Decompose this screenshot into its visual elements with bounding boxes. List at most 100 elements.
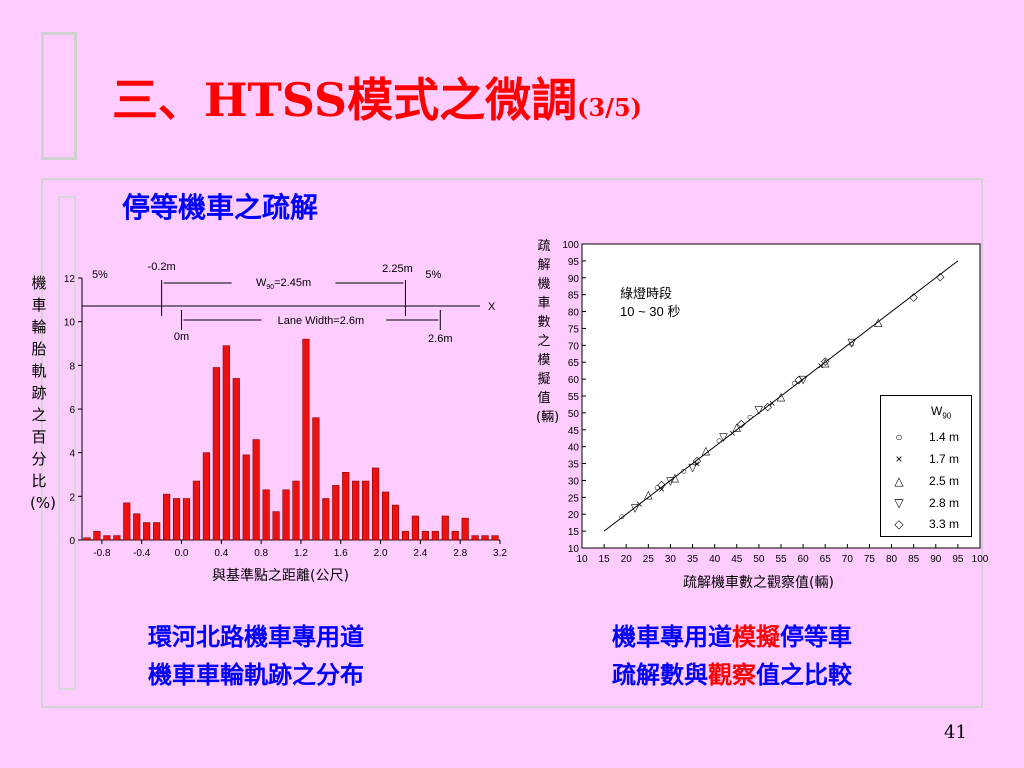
histogram-bar	[83, 537, 91, 541]
scatter-y-tick-label: 95	[568, 257, 580, 268]
histogram-bar	[312, 417, 320, 541]
scatter-y-tick-label: 55	[568, 392, 580, 403]
scatter-y-tick-label: 25	[568, 493, 580, 504]
histogram-lane-end-label: 2.6m	[428, 333, 452, 345]
scatter-x-tick-label: 35	[687, 554, 699, 565]
scatter-y-tick-label: 65	[568, 358, 580, 369]
legend-item: ○ 1.4 m	[889, 430, 969, 450]
scatter-point: △	[821, 357, 830, 369]
scatter-x-tick-label: 15	[599, 554, 611, 565]
histogram-y-tick-label: 8	[69, 361, 75, 372]
scatter-annotation-line2: 10 ~ 30 秒	[620, 304, 681, 319]
scatter-y-tick-label: 45	[568, 426, 580, 437]
scatter-point: ×	[636, 499, 642, 511]
diamond-marker-icon: ◇	[894, 517, 904, 531]
histogram-x-tick-label: 2.4	[413, 548, 427, 559]
legend-label: 2.8 m	[929, 496, 960, 510]
histogram-bar	[232, 378, 240, 541]
scatter-y-tick-label: 85	[568, 291, 580, 302]
scatter-point: ◇	[657, 479, 666, 491]
histogram-bar	[262, 489, 270, 541]
histogram-bar	[441, 515, 449, 541]
histogram-ylabel: 機車輪胎軌跡之百分比(%)	[30, 274, 56, 512]
scatter-x-tick-label: 100	[972, 554, 989, 565]
histogram-bar	[113, 535, 121, 541]
histogram-y-tick-label: 12	[64, 274, 76, 285]
histogram-x-tick-label: 2.0	[374, 548, 388, 559]
scatter-annotation-line1: 綠燈時段	[620, 286, 673, 301]
histogram-bar	[282, 489, 290, 541]
histogram-bar	[182, 498, 191, 541]
scatter-x-tick-label: 60	[798, 554, 810, 565]
scatter-point: △	[777, 391, 786, 403]
histogram-bar	[411, 515, 419, 541]
histogram-bar	[322, 498, 330, 541]
scatter-point: ○	[680, 465, 687, 477]
histogram-bar	[202, 452, 210, 541]
scatter-x-tick-label: 90	[930, 554, 942, 565]
scatter-point: ▽	[688, 462, 697, 474]
title-accent-bar	[41, 32, 77, 160]
scatter-point: ▽	[799, 374, 808, 386]
scatter-y-tick-label: 15	[568, 527, 580, 538]
scatter-y-tick-label: 60	[568, 375, 580, 386]
histogram-bar	[133, 513, 141, 541]
scatter-y-tick-label: 100	[562, 240, 579, 251]
scatter-y-tick-label: 20	[568, 510, 580, 521]
histogram-x-tick-label: 1.2	[294, 548, 308, 559]
histogram-bar	[272, 511, 280, 541]
scatter-x-tick-label: 45	[731, 554, 743, 565]
scatter-point: ◇	[737, 418, 746, 430]
scatter-y-tick-label: 80	[568, 308, 580, 319]
histogram-bar	[153, 522, 161, 541]
legend-item: △ 2.5 m	[889, 474, 969, 494]
scatter-y-tick-label: 10	[568, 544, 580, 555]
histogram-bar	[401, 530, 410, 541]
scatter-x-tick-label: 55	[775, 554, 787, 565]
histogram-y-tick-label: 2	[69, 492, 75, 503]
scatter-x-tick-label: 30	[665, 554, 677, 565]
scatter-point: △	[644, 489, 653, 501]
scatter-point: ▽	[719, 432, 728, 444]
histogram-x-tick-label: 0.4	[214, 548, 228, 559]
histogram-bar	[481, 535, 489, 541]
histogram-x-tick-label: 3.2	[493, 548, 507, 559]
scatter-point: ×	[729, 428, 735, 440]
legend-label: 1.7 m	[929, 452, 960, 466]
scatter-y-tick-label: 30	[568, 476, 580, 487]
scatter-point: ×	[694, 459, 700, 471]
scatter-point: △	[733, 421, 742, 433]
scatter-point: ×	[769, 398, 775, 410]
scatter-y-tick-label: 35	[568, 460, 580, 471]
slide-title: 三、HTSS模式之微調(3/5)	[112, 72, 642, 136]
right-caption-line1: 機車專用道模擬停等車	[612, 622, 852, 651]
scatter-legend: W90 ○ 1.4 m × 1.7 m △ 2.5 m ▽ 2.8 m ◇ 3.3 m	[880, 395, 972, 537]
histogram-bar	[421, 530, 429, 541]
histogram-bar	[163, 493, 171, 541]
histogram-bar	[192, 480, 201, 541]
histogram-bar	[172, 498, 181, 541]
scatter-point: ○	[848, 339, 855, 351]
content-accent-bar	[58, 196, 76, 690]
histogram-zero-label: 0m	[174, 331, 189, 343]
circle-marker-icon: ○	[895, 430, 903, 444]
triangle-down-marker-icon: ▽	[894, 496, 904, 510]
scatter-point: ▽	[848, 337, 857, 349]
scatter-point: ○	[654, 482, 661, 494]
histogram-bar	[292, 480, 300, 541]
scatter-point: ○	[747, 411, 754, 423]
legend-label: 3.3 m	[929, 517, 960, 531]
legend-title: W90	[931, 404, 952, 421]
scatter-point: ▽	[631, 502, 640, 514]
scatter-x-tick-label: 80	[886, 554, 898, 565]
scatter-x-tick-label: 70	[842, 554, 854, 565]
histogram-bar	[451, 530, 459, 541]
legend-label: 1.4 m	[929, 430, 960, 444]
left-caption: 環河北路機車專用道 機車車輪軌跡之分布	[148, 618, 364, 694]
histogram-bar	[212, 367, 220, 541]
scatter-x-tick-label: 65	[820, 554, 832, 565]
scatter-point: ○	[618, 511, 625, 523]
histogram-bar	[362, 480, 370, 541]
scatter-x-tick-label: 85	[908, 554, 920, 565]
histogram-x-tick-label: 1.6	[334, 548, 348, 559]
